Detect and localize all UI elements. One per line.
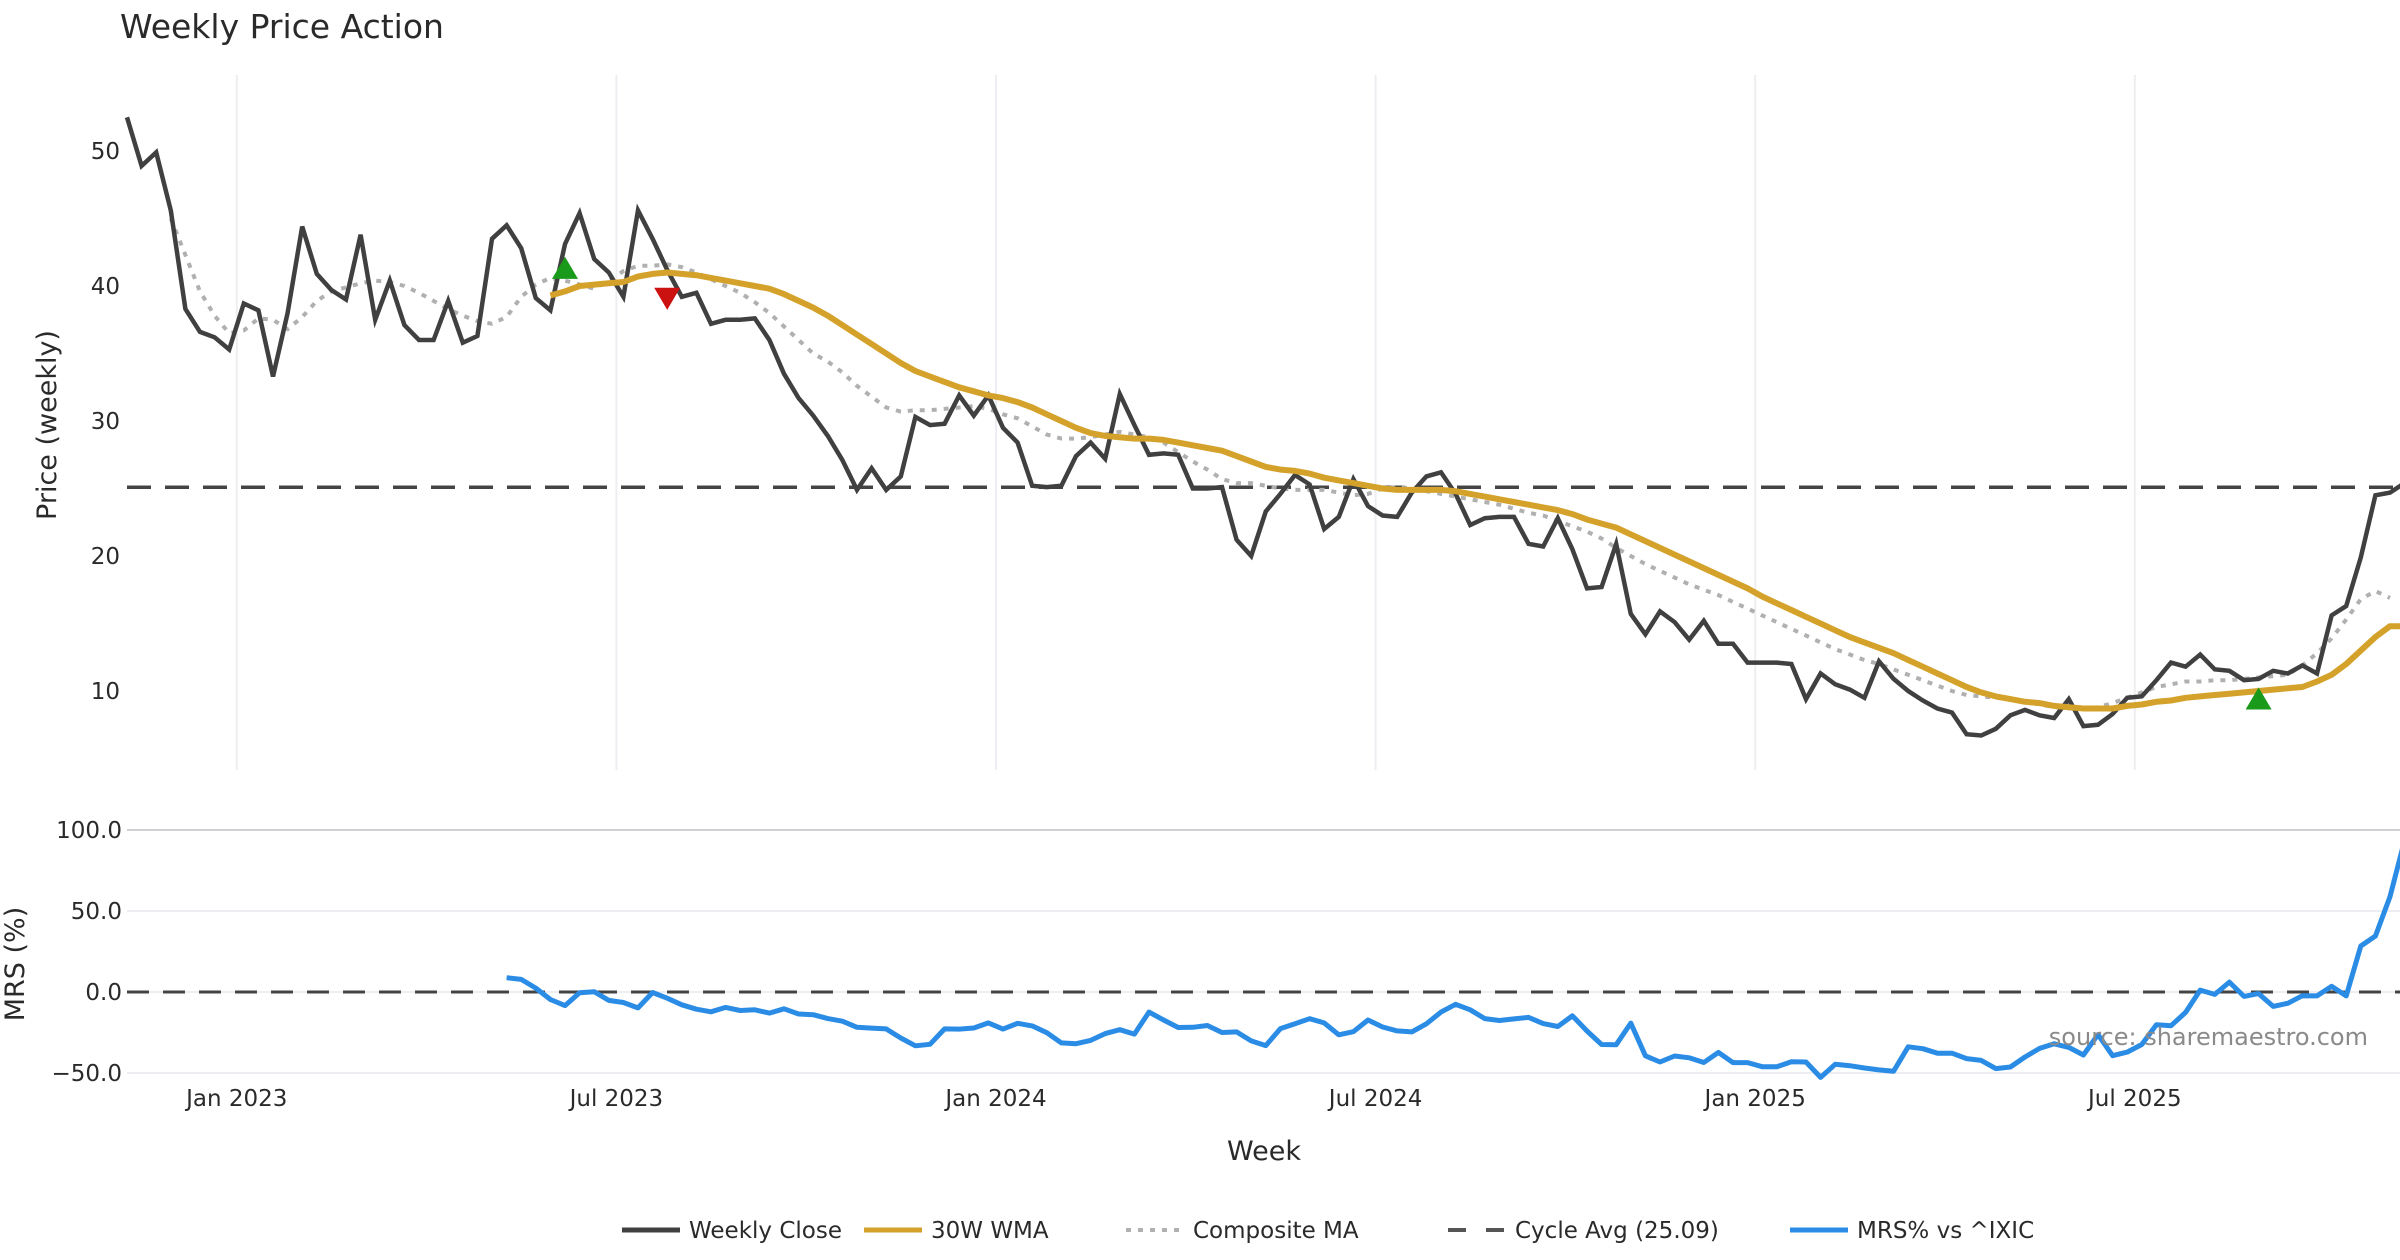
legend-item[interactable]: 30W WMA — [864, 1218, 1049, 1244]
mrs-y-tick-label: 0.0 — [85, 980, 122, 1006]
composite-ma-line — [168, 217, 2391, 711]
legend-item[interactable]: Cycle Avg (25.09) — [1448, 1218, 1719, 1244]
x-tick-label: Jan 2025 — [1703, 1086, 1806, 1112]
mrs-y-tick-label: −50.0 — [52, 1061, 122, 1087]
legend: Weekly Close 30W WMA Composite MA Cycle Avg… — [622, 1218, 2034, 1244]
source-annotation: source: sharemaestro.com — [2049, 1023, 2368, 1051]
mrs-line — [506, 848, 2400, 1080]
legend-item[interactable]: MRS% vs ^IXIC — [1790, 1218, 2034, 1244]
mrs-gridlines — [127, 829, 2400, 1074]
legend-label: 30W WMA — [931, 1218, 1049, 1244]
price-y-tick-label: 50 — [91, 139, 120, 165]
legend-label: Composite MA — [1193, 1218, 1359, 1244]
weekly-close-line — [124, 116, 2400, 738]
legend-item[interactable]: Composite MA — [1126, 1218, 1359, 1244]
chart-title: Weekly Price Action — [120, 7, 444, 46]
price-y-axis-title: Price (weekly) — [32, 330, 63, 520]
buy-signal-marker — [552, 256, 578, 279]
mrs-y-axis-title: MRS (%) — [0, 907, 31, 1022]
price-y-tick-label: 30 — [91, 409, 120, 435]
mrs-y-tick-label: 100.0 — [56, 818, 122, 844]
price-y-ticks: 10 20 30 40 50 — [91, 139, 120, 705]
x-ticks: Jan 2023 Jul 2023 Jan 2024 Jul 2024 Jan 2025… — [184, 1086, 2181, 1112]
mrs-series — [127, 848, 2400, 1080]
price-y-tick-label: 20 — [91, 544, 120, 570]
x-tick-label: Jan 2024 — [943, 1086, 1046, 1112]
signal-markers — [552, 256, 2272, 710]
x-tick-label: Jul 2024 — [1327, 1086, 1423, 1112]
price-gridlines — [235, 75, 2136, 770]
mrs-y-tick-label: 50.0 — [71, 899, 122, 925]
sell-signal-marker — [654, 287, 681, 310]
x-tick-label: Jan 2023 — [184, 1086, 287, 1112]
buy-signal-marker — [2245, 687, 2272, 710]
price-series — [124, 116, 2400, 738]
x-axis-title: Week — [1227, 1136, 1301, 1167]
x-tick-label: Jul 2023 — [568, 1086, 664, 1112]
legend-item[interactable]: Weekly Close — [622, 1218, 842, 1244]
mrs-y-ticks: −50.0 0.0 50.0 100.0 — [52, 818, 122, 1087]
legend-label: Weekly Close — [689, 1218, 842, 1244]
legend-label: MRS% vs ^IXIC — [1857, 1218, 2034, 1244]
x-tick-label: Jul 2025 — [2086, 1086, 2182, 1112]
wma-30w-line — [549, 269, 2400, 712]
legend-label: Cycle Avg (25.09) — [1515, 1218, 1719, 1244]
price-y-tick-label: 10 — [91, 679, 120, 705]
price-y-tick-label: 40 — [91, 274, 120, 300]
